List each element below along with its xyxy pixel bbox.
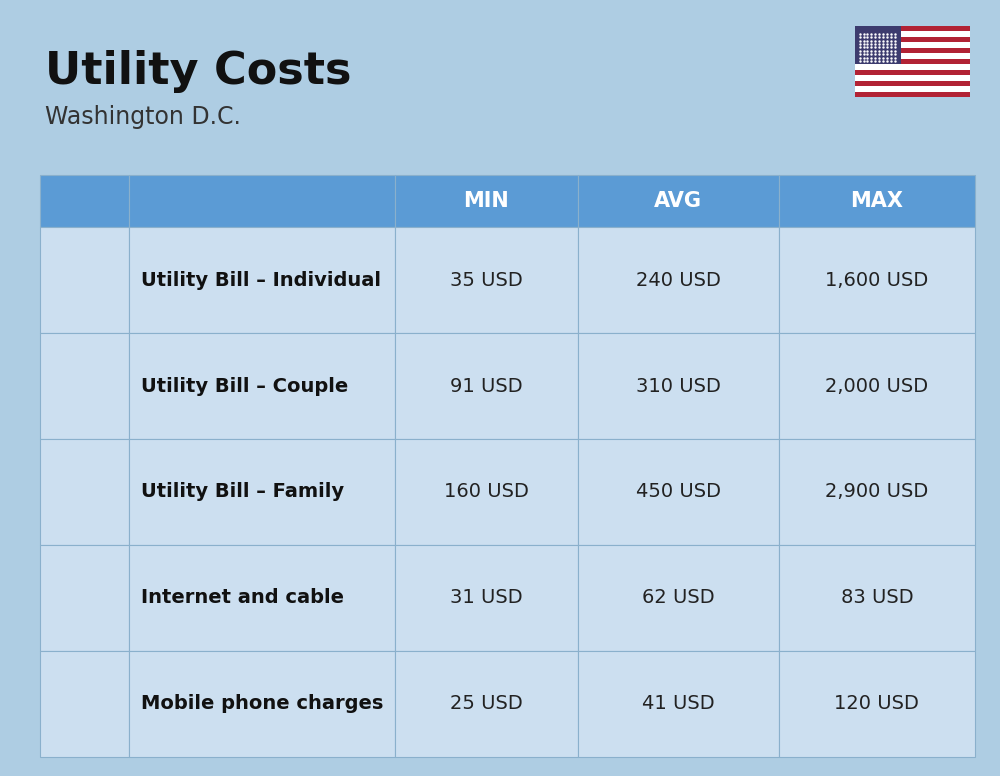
FancyBboxPatch shape: [92, 396, 125, 426]
Bar: [855, 70, 970, 75]
Text: 310 USD: 310 USD: [636, 376, 721, 396]
Text: Mobile phone charges: Mobile phone charges: [141, 695, 383, 713]
FancyBboxPatch shape: [85, 691, 93, 700]
Text: Utility Bill – Couple: Utility Bill – Couple: [141, 376, 348, 396]
Text: Utility Bill – Individual: Utility Bill – Individual: [141, 271, 381, 289]
Text: 35 USD: 35 USD: [450, 271, 523, 289]
FancyBboxPatch shape: [92, 501, 125, 532]
Text: 💧: 💧: [106, 512, 111, 521]
Bar: [855, 31, 970, 36]
Text: AVG: AVG: [654, 191, 702, 211]
Text: 25 USD: 25 USD: [450, 695, 523, 713]
Bar: [73, 382, 96, 399]
Circle shape: [80, 733, 88, 742]
Text: 120 USD: 120 USD: [834, 695, 919, 713]
Text: Utility Costs: Utility Costs: [45, 50, 352, 93]
FancyBboxPatch shape: [43, 501, 77, 532]
Text: ⚡: ⚡: [57, 300, 63, 310]
FancyBboxPatch shape: [74, 674, 95, 679]
Bar: [855, 53, 970, 58]
Text: ⚙: ⚙: [79, 355, 90, 368]
Text: ⚙: ⚙: [79, 249, 90, 262]
Text: ⚡: ⚡: [57, 511, 63, 521]
FancyBboxPatch shape: [43, 396, 77, 426]
FancyBboxPatch shape: [78, 691, 85, 700]
FancyBboxPatch shape: [62, 665, 107, 746]
FancyBboxPatch shape: [70, 713, 78, 722]
Circle shape: [81, 611, 88, 618]
Text: ⚡: ⚡: [57, 406, 63, 416]
Text: 41 USD: 41 USD: [642, 695, 714, 713]
Text: 240 USD: 240 USD: [636, 271, 721, 289]
Text: 31 USD: 31 USD: [450, 588, 523, 608]
FancyBboxPatch shape: [51, 600, 118, 630]
Text: 160 USD: 160 USD: [444, 483, 529, 501]
FancyBboxPatch shape: [67, 452, 102, 483]
Bar: [69, 681, 99, 731]
FancyBboxPatch shape: [67, 240, 102, 272]
FancyBboxPatch shape: [85, 713, 93, 722]
Circle shape: [79, 484, 90, 496]
Text: ⚙: ⚙: [79, 461, 90, 474]
Text: 💧: 💧: [106, 300, 111, 310]
Bar: [855, 81, 970, 86]
Bar: [855, 42, 970, 47]
Text: 62 USD: 62 USD: [642, 588, 714, 608]
Text: MIN: MIN: [464, 191, 509, 211]
Text: Internet and cable: Internet and cable: [141, 588, 344, 608]
Text: 91 USD: 91 USD: [450, 376, 523, 396]
FancyBboxPatch shape: [78, 702, 85, 712]
FancyBboxPatch shape: [92, 289, 125, 320]
Bar: [855, 47, 970, 53]
Bar: [73, 488, 96, 504]
FancyBboxPatch shape: [70, 691, 78, 700]
Bar: [855, 26, 970, 31]
Text: 1,600 USD: 1,600 USD: [825, 271, 928, 289]
Bar: [855, 75, 970, 81]
Circle shape: [79, 272, 90, 285]
Text: 2,000 USD: 2,000 USD: [825, 376, 928, 396]
FancyBboxPatch shape: [43, 289, 77, 320]
Text: 💧: 💧: [106, 406, 111, 415]
Text: Utility Bill – Family: Utility Bill – Family: [141, 483, 344, 501]
FancyBboxPatch shape: [93, 691, 100, 700]
Text: Washington D.C.: Washington D.C.: [45, 105, 241, 129]
FancyBboxPatch shape: [93, 713, 100, 722]
Text: 2,900 USD: 2,900 USD: [825, 483, 928, 501]
Bar: [855, 92, 970, 97]
FancyBboxPatch shape: [93, 702, 100, 712]
Text: 83 USD: 83 USD: [841, 588, 913, 608]
Bar: [855, 64, 970, 70]
FancyBboxPatch shape: [78, 713, 85, 722]
FancyBboxPatch shape: [70, 702, 78, 712]
Circle shape: [79, 379, 90, 390]
Bar: [855, 58, 970, 64]
FancyBboxPatch shape: [85, 702, 93, 712]
Bar: [855, 26, 901, 64]
Bar: [855, 86, 970, 92]
Text: MAX: MAX: [850, 191, 903, 211]
Bar: [855, 36, 970, 42]
Text: 450 USD: 450 USD: [636, 483, 721, 501]
FancyBboxPatch shape: [67, 345, 102, 378]
Bar: [73, 276, 96, 293]
